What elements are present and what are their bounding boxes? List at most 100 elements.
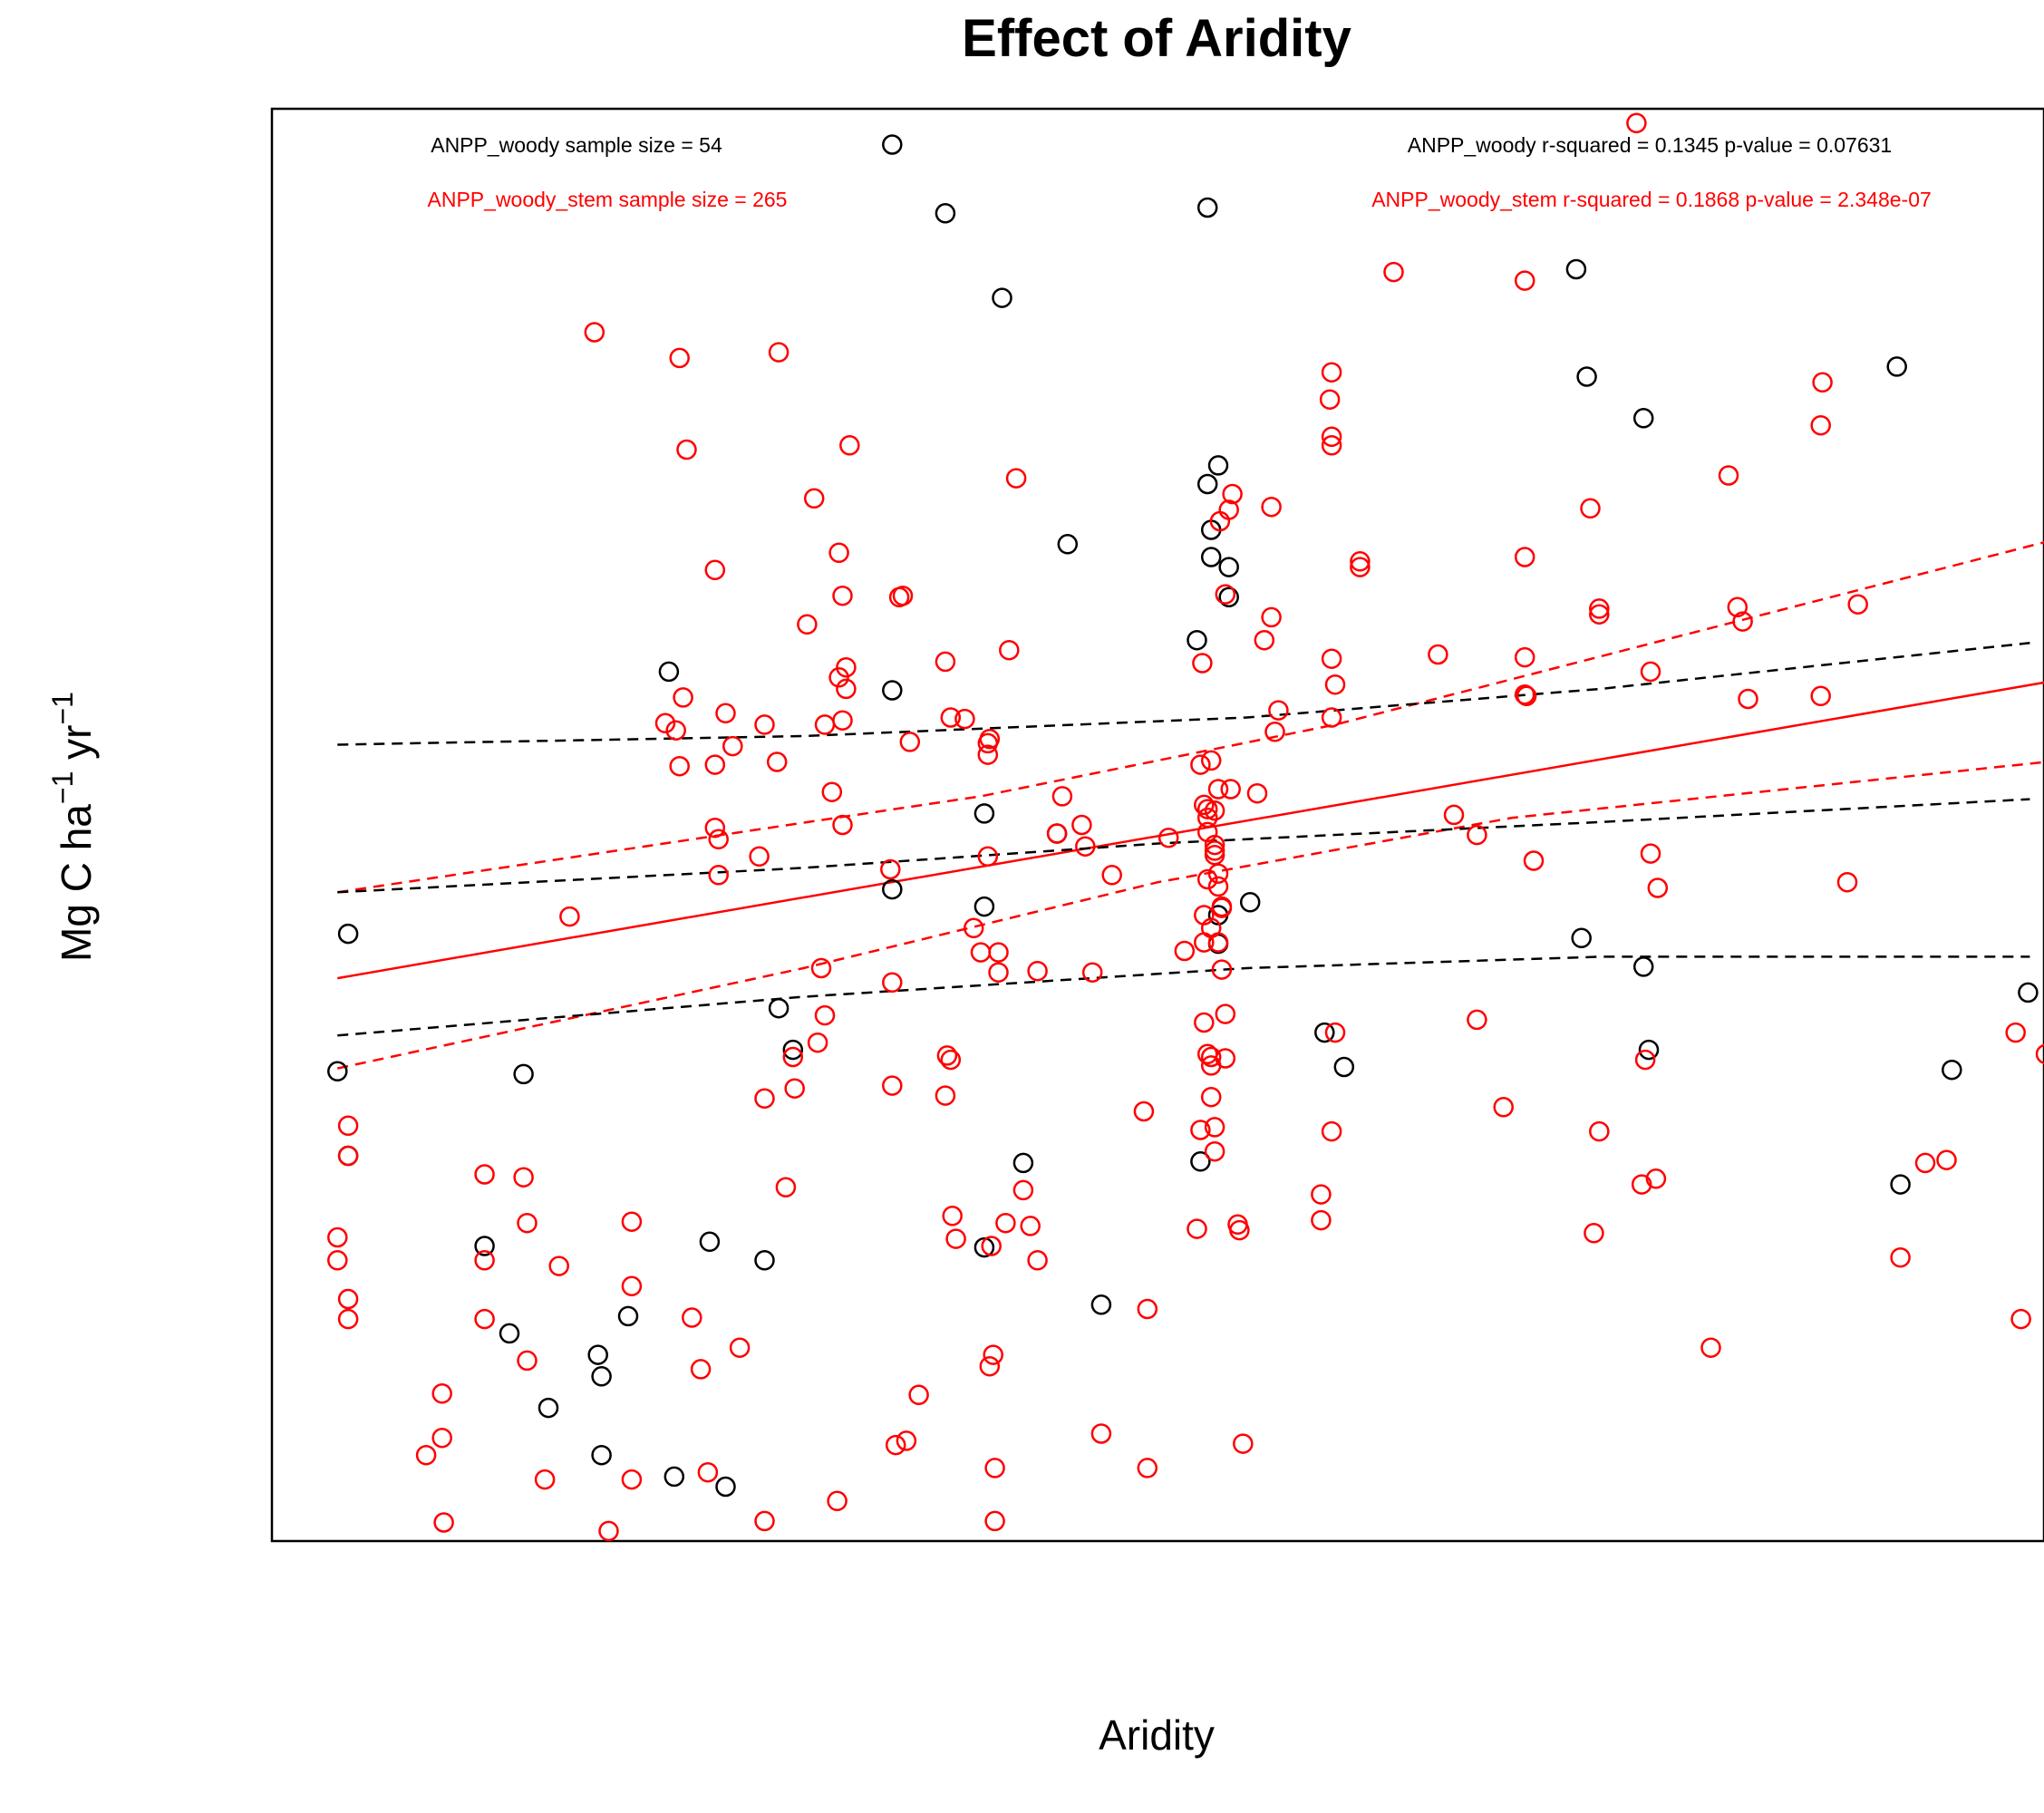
scatter-point-s1-193 <box>1631 1174 1652 1195</box>
scatter-point-s1-182 <box>1514 547 1535 567</box>
scatter-point-s1-86 <box>977 846 999 868</box>
scatter-point-s1-99 <box>1012 1179 1034 1201</box>
scatter-point-s1-152 <box>1222 483 1243 505</box>
scatter-point-s1-57 <box>827 1490 848 1512</box>
scatter-point-s0-20 <box>882 878 903 900</box>
scatter-point-s1-41 <box>749 846 770 868</box>
scatter-point-s1-100 <box>1020 1216 1041 1236</box>
scatter-point-s0-53 <box>2018 982 2039 1003</box>
scatter-point-s1-35 <box>704 817 726 839</box>
scatter-point-s1-18 <box>559 906 580 927</box>
scatter-point-s0-52 <box>1942 1059 1962 1081</box>
scatter-point-s1-103 <box>1046 823 1068 844</box>
scatter-point-s1-62 <box>836 656 857 678</box>
scatter-point-s1-50 <box>797 614 818 635</box>
scatter-point-s1-187 <box>1580 498 1601 519</box>
scatter-point-s0-44 <box>1565 258 1587 280</box>
scatter-point-s1-202 <box>1738 688 1758 710</box>
scatter-point-s1-2 <box>337 1145 359 1167</box>
scatter-point-s1-149 <box>1218 499 1239 520</box>
scatter-point-s1-64 <box>836 678 857 700</box>
x-axis-label: Aridity <box>1099 1711 1215 1759</box>
scatter-point-s1-163 <box>1311 1209 1332 1231</box>
scatter-point-s0-0 <box>327 1061 348 1082</box>
scatter-point-s1-142 <box>1207 779 1229 800</box>
scatter-point-s1-101 <box>1027 960 1048 982</box>
scatter-point-s1-164 <box>1319 389 1341 410</box>
scatter-point-s1-150 <box>1215 584 1236 605</box>
scatter-point-s1-113 <box>1158 827 1179 848</box>
scatter-point-s1-17 <box>548 1256 569 1276</box>
scatter-point-s0-21 <box>935 203 956 224</box>
scatter-point-s1-33 <box>704 754 726 775</box>
scatter-point-s0-24 <box>974 1236 995 1258</box>
scatter-point-s1-95 <box>988 942 1009 963</box>
scatter-point-s1-180 <box>1493 1097 1514 1118</box>
scatter-point-s1-155 <box>1233 1433 1254 1454</box>
scatter-point-s1-190 <box>1589 1120 1610 1142</box>
scatter-point-s1-8 <box>431 1427 452 1449</box>
scatter-point-s0-40 <box>1218 587 1239 608</box>
scatter-point-s1-105 <box>1071 814 1092 836</box>
scatter-point-s1-126 <box>1200 750 1222 771</box>
confidence-band-line-4 <box>337 798 2030 894</box>
scatter-point-s1-173 <box>1350 551 1371 572</box>
scatter-point-s0-10 <box>617 1305 639 1327</box>
scatter-point-s0-11 <box>658 661 680 683</box>
scatter-point-s1-168 <box>1321 648 1342 669</box>
scatter-point-s1-141 <box>1207 876 1229 897</box>
scatter-point-s1-5 <box>337 1308 359 1330</box>
scatter-point-s1-21 <box>621 1211 643 1232</box>
scatter-point-s1-175 <box>1383 261 1404 283</box>
scatter-point-s1-32 <box>697 1461 719 1483</box>
scatter-point-s1-181 <box>1514 270 1535 291</box>
scatter-point-s1-213 <box>2035 1043 2044 1064</box>
scatter-point-s1-88 <box>981 1236 1002 1256</box>
scatter-point-s0-4 <box>499 1323 520 1344</box>
scatter-point-s1-192 <box>1634 1049 1656 1071</box>
scatter-point-s1-34 <box>708 829 729 850</box>
scatter-point-s1-94 <box>988 962 1009 983</box>
scatter-point-s1-27 <box>669 347 690 369</box>
data-points <box>327 112 2044 1541</box>
scatter-point-s1-71 <box>882 972 903 994</box>
scatter-point-s1-160 <box>1268 700 1289 721</box>
scatter-point-s1-60 <box>832 814 853 836</box>
scatter-point-s1-58 <box>828 542 849 564</box>
scatter-point-s1-116 <box>1190 1120 1211 1140</box>
regression-line-0 <box>337 681 2044 980</box>
woody-stats-annotation: ANPP_woody r-squared = 0.1345 p-value = … <box>1408 133 1892 157</box>
scatter-point-s1-97 <box>999 639 1020 661</box>
scatter-point-s1-84 <box>970 942 992 963</box>
chart-title: Effect of Aridity <box>962 9 1351 68</box>
scatter-point-s1-42 <box>754 1088 775 1110</box>
scatter-point-s1-209 <box>1914 1152 1936 1174</box>
scatter-point-s0-41 <box>1239 892 1261 913</box>
scatter-point-s1-159 <box>1261 496 1282 518</box>
scatter-point-s1-96 <box>995 1212 1016 1234</box>
scatter-point-s1-79 <box>936 1045 958 1066</box>
scatter-point-s0-33 <box>1196 197 1218 218</box>
scatter-point-s1-198 <box>1700 1337 1721 1358</box>
scatter-point-s0-17 <box>782 1039 804 1061</box>
scatter-point-s1-47 <box>775 1177 797 1197</box>
scatter-point-s1-74 <box>908 1384 929 1406</box>
scatter-point-s0-32 <box>1196 473 1218 495</box>
scatter-point-s1-54 <box>814 1004 836 1026</box>
scatter-point-s1-134 <box>1204 840 1225 861</box>
scatter-point-s0-39 <box>1218 557 1239 577</box>
scatter-point-s1-10 <box>474 1164 495 1185</box>
scatter-point-s1-55 <box>814 714 836 735</box>
scatter-point-s1-38 <box>715 703 736 724</box>
scatter-point-s1-165 <box>1321 362 1342 383</box>
fit-lines <box>337 541 2044 1070</box>
confidence-band-line-3 <box>337 642 2030 746</box>
scatter-point-s1-199 <box>1718 465 1739 486</box>
y-axis-label-part: yr <box>53 725 100 771</box>
scatter-point-s1-25 <box>665 720 686 741</box>
confidence-band-line-2 <box>337 761 2044 1070</box>
scatter-point-s1-75 <box>935 651 956 673</box>
scatter-point-s1-177 <box>1443 804 1465 826</box>
y-axis-label: Mg C ha−1 yr−1 <box>46 692 100 962</box>
